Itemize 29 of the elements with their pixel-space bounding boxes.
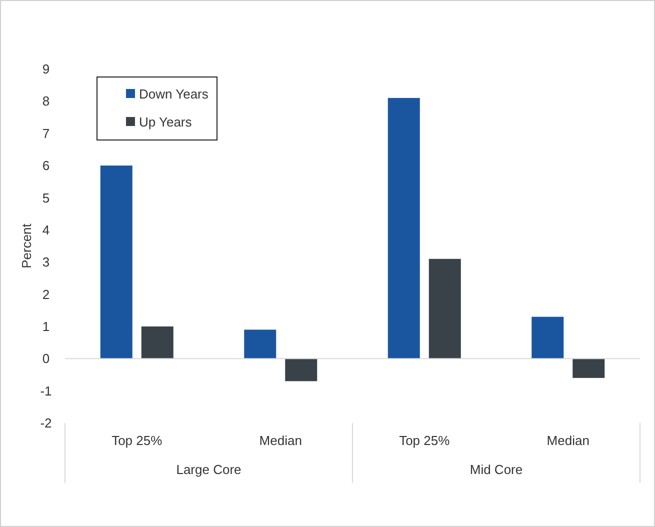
- legend-label: Down Years: [139, 86, 209, 102]
- y-tick-label: 4: [42, 222, 50, 238]
- bar: [285, 358, 318, 382]
- bar: [388, 98, 420, 359]
- text: Large Core: [176, 462, 242, 477]
- legend-label: Up Years: [139, 114, 192, 130]
- y-axis-title: Percent: [19, 223, 34, 268]
- bar: [141, 326, 174, 359]
- y-tick-label: 9: [42, 62, 50, 77]
- y-tick-label: 5: [42, 190, 50, 206]
- y-tick-label: 2: [42, 286, 50, 302]
- x-tick-label: Median: [546, 433, 590, 448]
- x-tick-label: Median: [259, 433, 302, 448]
- text: Mid Core: [470, 462, 523, 477]
- y-tick-label: 8: [42, 94, 50, 109]
- y-tick-label: 0: [42, 351, 50, 366]
- y-tick-label: 3: [42, 254, 50, 270]
- y-tick-label: -2: [40, 416, 52, 431]
- bar: [428, 258, 461, 359]
- bar: [244, 330, 276, 359]
- bar: [100, 166, 132, 359]
- y-tick-label: 7: [42, 126, 50, 141]
- y-tick-label: 1: [42, 319, 50, 334]
- bar: [572, 358, 605, 378]
- x-tick-label: Top 25%: [399, 433, 450, 448]
- y-tick-label: -1: [40, 383, 52, 398]
- x-tick-label: Top 25%: [112, 433, 163, 448]
- bar: [532, 316, 564, 359]
- y-tick-label: 6: [42, 158, 50, 174]
